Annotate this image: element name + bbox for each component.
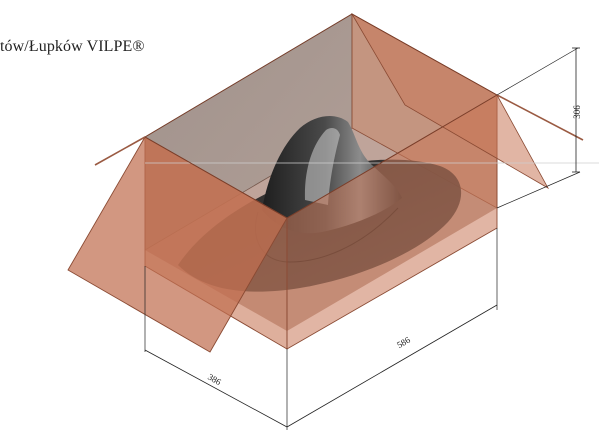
top-flap-line-left [94, 136, 146, 166]
product-caption: tów/Łupków VILPE® [0, 38, 145, 55]
length-dimension-label: 586 [395, 334, 412, 350]
cone-highlight [304, 127, 340, 205]
height-dimension: 306 [496, 47, 582, 209]
length-dimension: 586 [286, 228, 498, 430]
height-dimension-label: 306 [572, 105, 582, 119]
top-flap-line-right [496, 94, 584, 141]
